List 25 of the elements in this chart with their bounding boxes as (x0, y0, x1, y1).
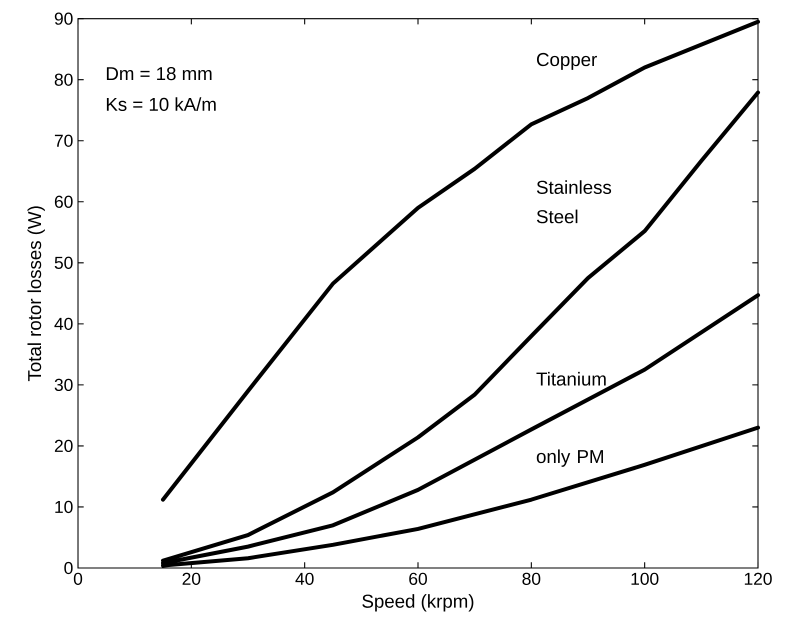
x-tick-label: 20 (182, 572, 200, 585)
y-tick-label: 10 (55, 500, 73, 514)
series-label: Stainless Steel (536, 180, 612, 224)
y-tick-label: 40 (54, 318, 73, 330)
y-tick-label: 90 (54, 12, 73, 25)
x-tick-label: 40 (295, 572, 314, 585)
x-tick-label: 100 (632, 572, 658, 585)
y-tick-label: 30 (54, 378, 73, 392)
series-label: Copper (536, 52, 597, 70)
y-tick-label: 50 (54, 256, 73, 269)
x-tick-label: 60 (409, 572, 427, 585)
annotation: Dm = 18 mm (106, 66, 212, 80)
x-tick-label: 120 (744, 572, 772, 585)
y-axis-title: Total rotor losses (W) (27, 206, 45, 382)
series-label: Titanium (536, 372, 606, 386)
y-tick-label: 70 (54, 134, 73, 147)
y-tick-label: 80 (54, 74, 73, 86)
y-tick-label: 0 (64, 562, 73, 574)
annotation: Ks = 10 kA/m (106, 97, 216, 111)
x-tick-label: 80 (522, 572, 540, 585)
y-tick-label: 20 (54, 440, 73, 452)
x-tick-label: 0 (74, 572, 82, 585)
series-label: only PM (536, 449, 603, 467)
x-axis-title: Speed (krpm) (362, 594, 474, 612)
y-tick-label: 60 (54, 196, 73, 208)
